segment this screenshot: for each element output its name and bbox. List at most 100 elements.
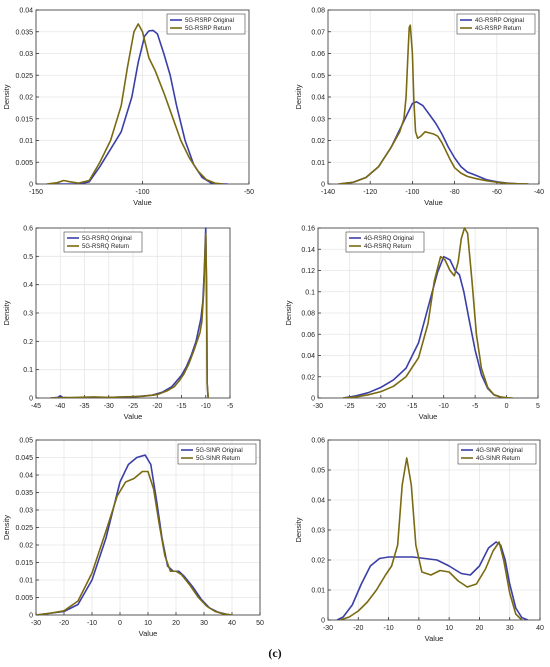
series-line-original — [336, 541, 529, 620]
x-tick-label: -45 — [31, 403, 41, 410]
x-tick-label: -30 — [313, 403, 323, 410]
series-line-return — [36, 470, 233, 615]
y-tick-label: 0.1 — [23, 367, 33, 374]
series-line-original — [343, 255, 507, 398]
y-tick-label: 0.04 — [311, 498, 325, 505]
y-tick-label: 0.01 — [311, 588, 325, 595]
y-tick-label: 0.2 — [23, 339, 33, 346]
chart-panel-2: -140 -120 -100 -80 -60 -40 0 0.01 0.02 0.03 0.04 0.… — [294, 8, 544, 208]
x-tick-label: -80 — [450, 189, 460, 196]
figure-caption: (c) — [268, 646, 282, 660]
y-tick-label: 0.03 — [19, 51, 33, 58]
legend-label: 4G-RSRP Return — [475, 26, 521, 32]
x-tick-label: -20 — [353, 625, 363, 632]
series-line-return — [343, 227, 513, 398]
x-tick-label: -30 — [323, 625, 333, 632]
chart-panel-1: -150 -100 -50 0 0.005 0.01 0.015 0.02 0.025 0.03 0… — [2, 8, 254, 208]
y-tick-label: 0 — [29, 182, 33, 189]
y-tick-label: 0.03 — [311, 528, 325, 535]
y-tick-label: 0.02 — [311, 558, 325, 565]
y-tick-label: 0 — [321, 618, 325, 625]
legend: 5G-RSRP Original 5G-RSRP Return — [166, 13, 246, 35]
y-tick-label: 0.05 — [311, 73, 325, 80]
x-tick-label: 0 — [118, 620, 122, 627]
figure-canvas: -150 -100 -5000.0050.010.0150.020.0250.030… — [2, 8, 544, 644]
x-tick-label: 30 — [200, 620, 208, 627]
y-tick-label: 0.04 — [19, 8, 33, 15]
y-tick-label: 0.03 — [19, 508, 33, 515]
x-tick-label: -20 — [152, 403, 162, 410]
series-line-return — [338, 24, 529, 184]
x-tick-label: 5 — [536, 403, 540, 410]
y-tick-label: 0.035 — [15, 490, 33, 497]
y-tick-label: 0.005 — [15, 160, 33, 167]
y-tick-label: 0.4 — [23, 282, 33, 289]
y-tick-label: 0.025 — [15, 73, 33, 80]
y-tick-label: 0.02 — [19, 95, 33, 102]
x-tick-label: -100 — [405, 189, 419, 196]
x-axis-label: Value — [133, 198, 152, 207]
x-tick-label: -120 — [363, 189, 377, 196]
y-axis-label: Density — [284, 300, 293, 325]
chart-panel-3: -45 -40 -35 -30 -25 -20 -15 -10 -5 0 0.1 0.2 0.3 0.4 0… — [2, 226, 233, 422]
y-tick-label: 0 — [321, 182, 325, 189]
x-tick-label: -50 — [244, 189, 254, 196]
legend-box — [457, 443, 537, 465]
x-tick-label: -30 — [104, 403, 114, 410]
x-tick-label: 40 — [536, 625, 544, 632]
x-tick-label: -150 — [29, 189, 43, 196]
x-tick-label: -20 — [59, 620, 69, 627]
legend: 4G-RSRQ Original 4G-RSRQ Return — [345, 231, 425, 253]
y-tick-label: 0.01 — [19, 138, 33, 145]
x-axis-label: Value — [424, 198, 443, 207]
x-tick-label: -25 — [344, 403, 354, 410]
legend-label: 5G-RSRQ Return — [82, 244, 129, 250]
x-tick-label: -60 — [492, 189, 502, 196]
x-tick-label: -40 — [55, 403, 65, 410]
y-tick-label: 0 — [29, 396, 33, 403]
y-axis-label: Density — [294, 84, 303, 109]
y-tick-label: 0.04 — [301, 353, 315, 360]
x-tick-label: -5 — [472, 403, 478, 410]
y-tick-label: 0.02 — [311, 138, 325, 145]
y-tick-label: 0.08 — [301, 311, 315, 318]
legend-label: 4G-RSRQ Original — [364, 236, 414, 242]
y-tick-label: 0.04 — [311, 95, 325, 102]
y-tick-label: 0.1 — [305, 289, 315, 296]
y-tick-label: 0.025 — [15, 525, 33, 532]
x-axis-label: Value — [139, 629, 158, 638]
legend-box — [63, 231, 143, 253]
y-tick-label: 0.12 — [301, 268, 315, 275]
y-tick-label: 0.3 — [23, 311, 33, 318]
legend-label: 4G-RSRP Original — [475, 18, 524, 24]
legend: 5G-RSRQ Original 5G-RSRQ Return — [63, 231, 143, 253]
y-tick-label: 0.015 — [15, 560, 33, 567]
y-tick-label: 0.015 — [15, 116, 33, 123]
y-tick-label: 0.05 — [311, 468, 325, 475]
x-tick-label: -20 — [376, 403, 386, 410]
y-axis-label: Density — [294, 517, 303, 542]
x-tick-label: 0 — [505, 403, 509, 410]
y-tick-label: 0.07 — [311, 29, 325, 36]
x-tick-label: -30 — [31, 620, 41, 627]
y-tick-label: 0.02 — [19, 543, 33, 550]
x-tick-label: -10 — [201, 403, 211, 410]
legend-label: 5G-SINR Return — [196, 456, 240, 462]
y-axis-label: Density — [2, 300, 11, 325]
x-tick-label: 20 — [172, 620, 180, 627]
x-tick-label: -5 — [227, 403, 233, 410]
legend: 4G-SINR Original 4G-SINR Return — [457, 443, 537, 465]
legend-label: 4G-SINR Return — [476, 456, 520, 462]
y-tick-label: 0 — [311, 396, 315, 403]
y-axis-label: Density — [2, 515, 11, 540]
y-tick-label: 0.14 — [301, 247, 315, 254]
legend-box — [166, 13, 246, 35]
x-tick-label: 0 — [417, 625, 421, 632]
chart-panel-4: -30 -25 -20 -15 -10 -5 0 5 0 0.02 0.04 0.06 0.08 0.1 0… — [284, 226, 540, 422]
y-tick-label: 0 — [29, 613, 33, 620]
x-axis-label: Value — [124, 412, 143, 421]
x-tick-label: -10 — [384, 625, 394, 632]
y-tick-label: 0.05 — [19, 438, 33, 445]
y-tick-label: 0.02 — [301, 374, 315, 381]
